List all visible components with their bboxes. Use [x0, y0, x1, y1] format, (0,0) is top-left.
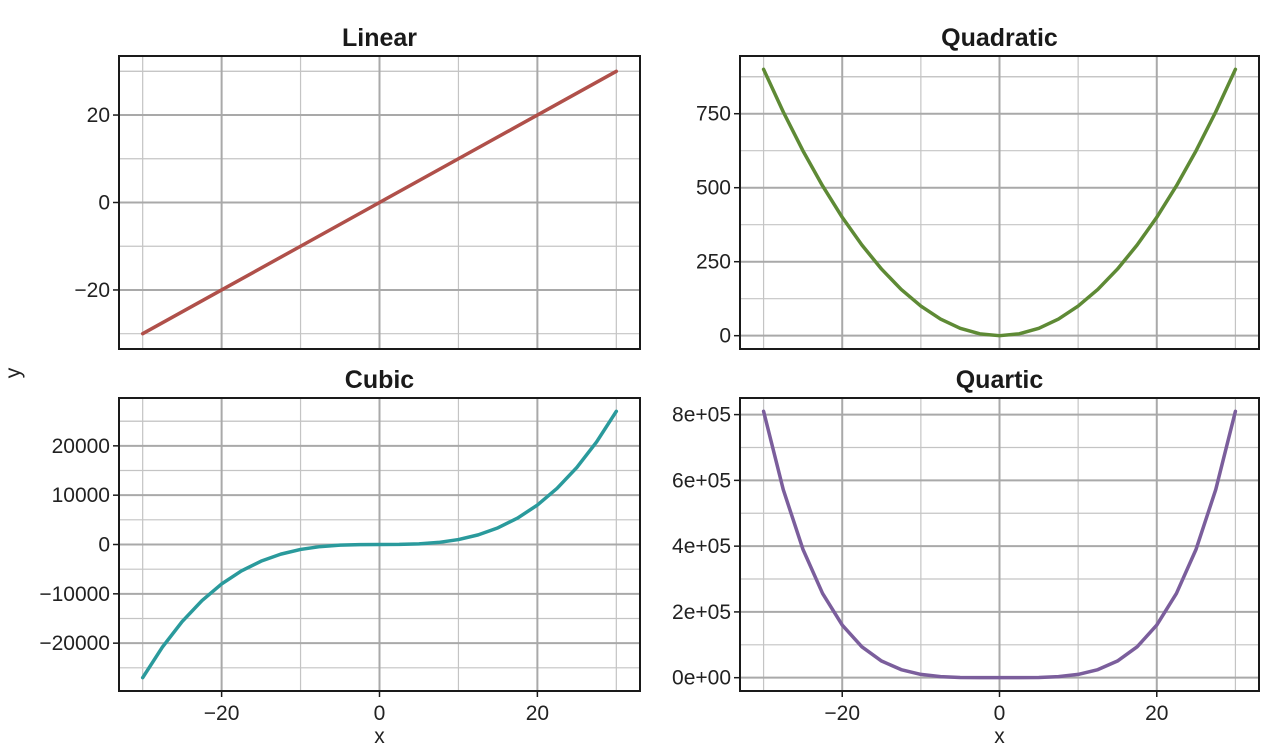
y-tick-label: 20000	[52, 435, 110, 458]
panel-title: Linear	[342, 24, 417, 52]
y-tick-label: 0	[98, 534, 110, 557]
y-tick-label: −20000	[39, 632, 110, 655]
x-tick-label: 0	[994, 702, 1006, 725]
y-tick-label: 20	[87, 104, 110, 127]
y-tick-label: 2e+05	[672, 601, 731, 624]
x-tick-label: 0	[374, 702, 386, 725]
x-tick-label: −20	[204, 702, 240, 725]
y-tick-label: 250	[696, 251, 731, 274]
y-tick-label: 0	[98, 192, 110, 215]
plot-frame	[739, 55, 1260, 350]
y-tick-label: −10000	[39, 583, 110, 606]
panel-quartic: 0e+00 2e+05 4e+05 6e+05 8e+05 −20 0 20 Quartic x	[672, 366, 1260, 748]
x-tick-label: 20	[526, 702, 549, 725]
x-tick-label: −20	[824, 702, 860, 725]
y-tick-label: 10000	[52, 484, 110, 507]
y-tick-label: 6e+05	[672, 469, 731, 492]
series-line-cubic	[140, 409, 619, 680]
x-tick-label: 20	[1145, 702, 1168, 725]
x-axis-title: x	[374, 725, 385, 748]
y-tick-label: 500	[696, 177, 731, 200]
panel-title: Quartic	[956, 366, 1044, 394]
panel-title: Quadratic	[941, 24, 1058, 52]
panel-linear: −20 0 20 Linear	[74, 24, 641, 350]
y-tick-label: 4e+05	[672, 535, 731, 558]
y-tick-label: 750	[696, 103, 731, 126]
series-line-quadratic	[761, 67, 1238, 338]
series-line-linear	[140, 69, 619, 336]
panel-title: Cubic	[345, 366, 415, 394]
panel-cubic: −20000 −10000 0 10000 20000 −20 0 20 Cubic x	[39, 366, 641, 748]
x-axis-title: x	[994, 725, 1005, 748]
shared-y-axis-title: y	[2, 367, 25, 378]
y-tick-label: 8e+05	[672, 404, 731, 427]
y-tick-label: −20	[74, 279, 110, 302]
series-line-quartic	[761, 409, 1238, 680]
panel-quadratic: 0 250 500 750 Quadratic	[696, 24, 1260, 350]
y-tick-label: 0	[719, 325, 731, 348]
y-tick-label: 0e+00	[672, 667, 731, 690]
